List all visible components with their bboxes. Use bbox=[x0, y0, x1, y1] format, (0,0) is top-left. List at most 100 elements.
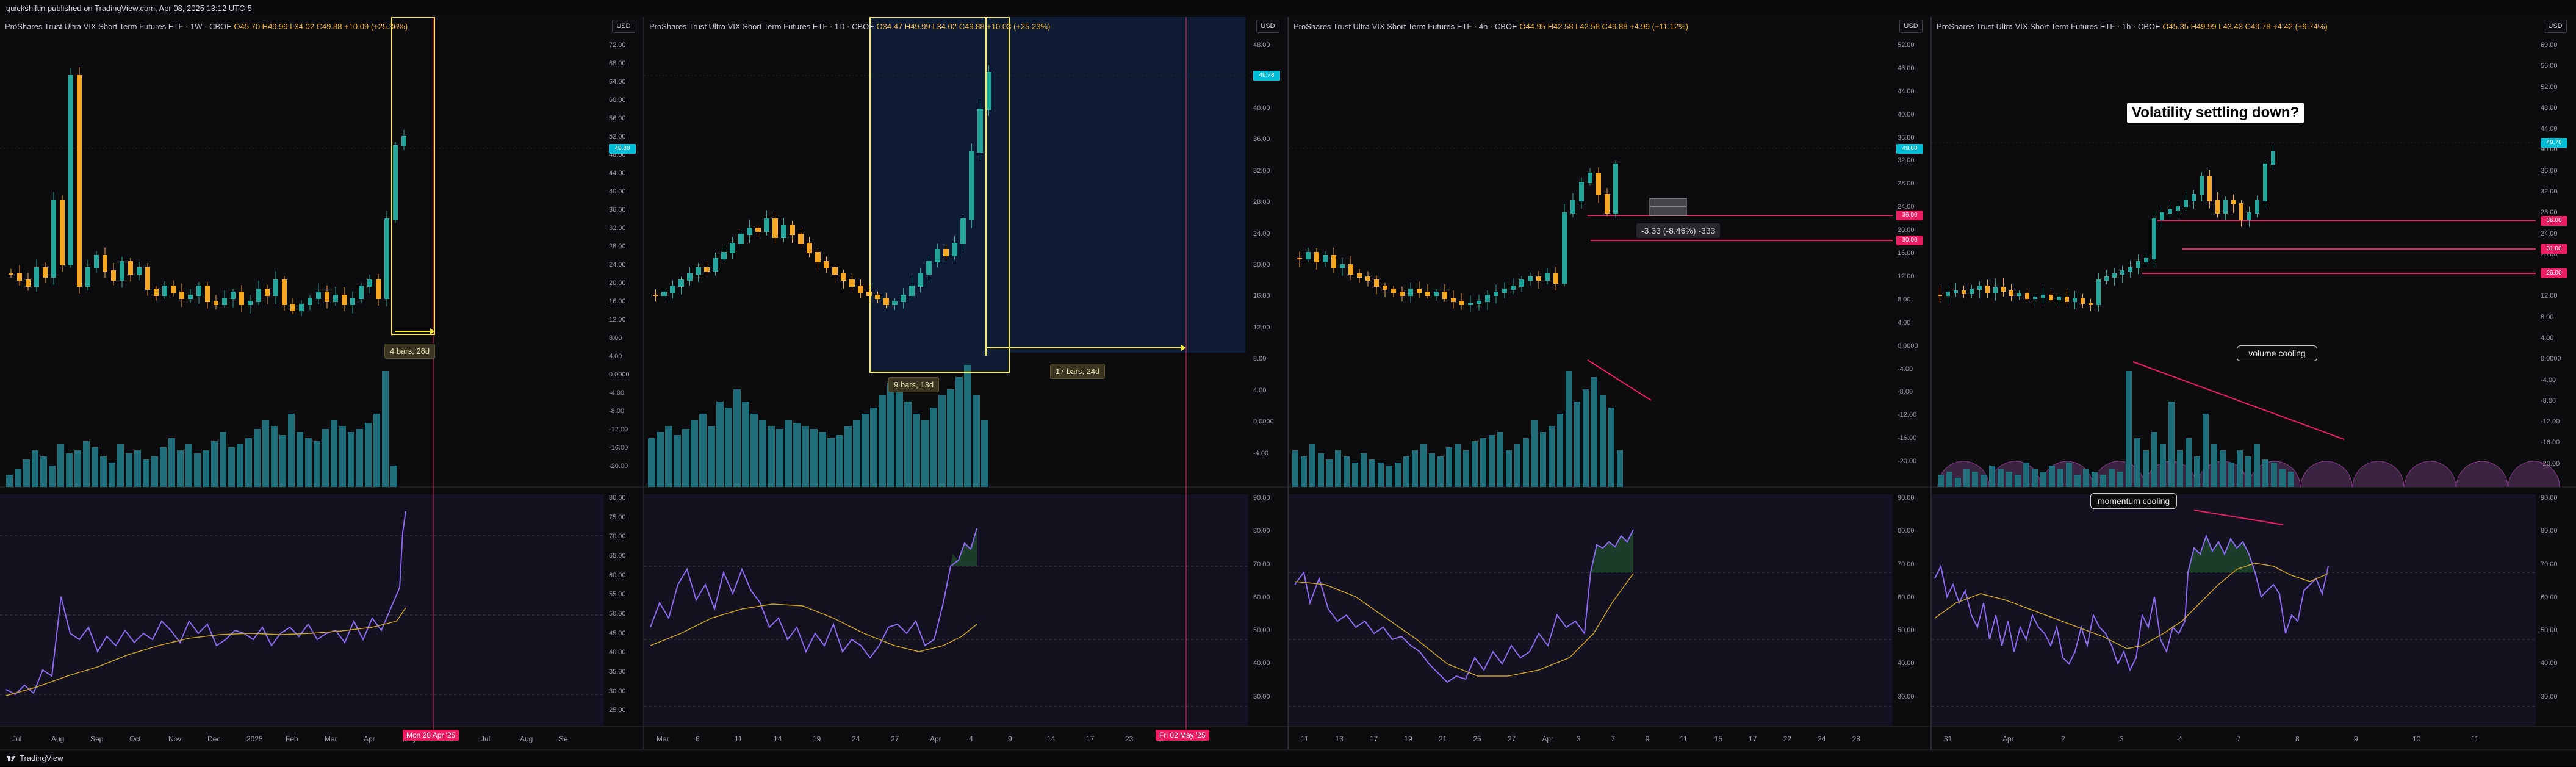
currency-button-1w[interactable]: USD bbox=[612, 20, 635, 33]
candle-body bbox=[2255, 200, 2259, 214]
time-axis-tick: 10 bbox=[2412, 735, 2421, 743]
price-scale-4h[interactable]: 52.00 48.00 44.00 40.00 36.00 32.00 28.00 24.00… bbox=[1894, 41, 1930, 481]
volume-bar bbox=[331, 420, 337, 487]
time-scale-1w[interactable]: JulAugSepOctNovDec2025FebMarAprMayJunJul… bbox=[0, 730, 604, 748]
candle-body bbox=[670, 286, 675, 293]
chart-panel-1w[interactable]: ProShares Trust Ultra VIX Short Term Fut… bbox=[0, 17, 644, 749]
candle-body bbox=[1970, 289, 1974, 294]
time-axis-tick: Jul bbox=[481, 735, 491, 743]
volume-bar bbox=[2262, 459, 2268, 487]
volume-bar bbox=[810, 429, 818, 487]
price-axis-tick: 56.00 bbox=[609, 115, 626, 122]
volume-bar bbox=[2271, 463, 2277, 487]
chart-canvas-1w[interactable] bbox=[0, 17, 644, 749]
candle-body bbox=[2104, 276, 2109, 281]
footer-bar: TradingView bbox=[0, 749, 2576, 766]
volume-bar bbox=[879, 395, 886, 487]
volume-bar bbox=[1335, 450, 1341, 487]
volume-bar bbox=[279, 435, 286, 487]
time-axis-tick: Jul bbox=[12, 735, 22, 743]
volume-bar bbox=[2109, 469, 2115, 487]
legend-1h: ProShares Trust Ultra VIX Short Term Fut… bbox=[1937, 22, 2328, 31]
volume-bar bbox=[6, 475, 13, 487]
candle-body bbox=[2271, 151, 2275, 165]
volume-bar bbox=[2143, 450, 2149, 487]
price-axis-tick: 12.00 bbox=[1898, 272, 1915, 280]
candle-body bbox=[1365, 276, 1370, 281]
candle-body bbox=[841, 273, 846, 281]
time-axis-tick: Oct bbox=[129, 735, 141, 743]
price-axis-tick: -20.00 bbox=[2541, 459, 2560, 467]
price-scale-1d[interactable]: 48.0044.0040.0036.0032.0028.0024.0020.00… bbox=[1250, 41, 1286, 481]
candle-body bbox=[2073, 298, 2077, 302]
price-axis-tick: -8.00 bbox=[609, 408, 625, 415]
price-axis-tick: 24.00 bbox=[1898, 203, 1915, 211]
candle-body bbox=[2152, 218, 2156, 259]
rsi-scale-1w[interactable]: 80.00 75.00 70.00 65.00 60.00 55.00 50.00 45.00… bbox=[605, 494, 642, 726]
time-axis-tick: 31 bbox=[1944, 735, 1952, 743]
candle-body bbox=[1306, 252, 1311, 259]
volume-bar bbox=[314, 441, 320, 487]
candle-body bbox=[2176, 206, 2180, 211]
chart-canvas-4h[interactable] bbox=[1289, 17, 1932, 749]
volume-bar bbox=[1989, 466, 1995, 487]
currency-button-4h[interactable]: USD bbox=[1899, 20, 1923, 33]
candle-body bbox=[2239, 203, 2243, 220]
price-axis-tick: -12.00 bbox=[609, 426, 628, 433]
candle-body bbox=[2025, 293, 2029, 299]
footer-brand: TradingView bbox=[20, 754, 63, 763]
candle-body bbox=[350, 298, 355, 305]
volume-bar bbox=[1455, 444, 1461, 487]
time-scale-1d[interactable]: Mar61114192427Apr49141723286 bbox=[644, 730, 1248, 748]
time-scale-1h[interactable]: 31 Apr 2 3 4 7 8 9 10 11 bbox=[1932, 730, 2536, 748]
volume-bar bbox=[1301, 456, 1307, 487]
price-axis-tick: 8.00 bbox=[2541, 313, 2554, 321]
date-range-label-1d-b: 17 bars, 24d bbox=[1050, 364, 1106, 379]
rsi-line-4h bbox=[1294, 529, 1634, 683]
candle-body bbox=[316, 292, 321, 299]
candle-body bbox=[1946, 292, 1950, 296]
price-scale-1w[interactable]: 72.00 68.00 64.00 60.00 56.00 52.00 48.00 44.00… bbox=[605, 41, 642, 481]
candle-body bbox=[1596, 173, 1601, 195]
level-label-4h-b: 30.00 bbox=[1896, 236, 1923, 245]
chart-canvas-1d[interactable] bbox=[644, 17, 1289, 749]
chart-panel-1d[interactable]: ProShares Trust Ultra VIX Short Term Fut… bbox=[644, 17, 1289, 749]
volume-bar bbox=[390, 466, 397, 487]
rsi-scale-1h[interactable]: 90.00 80.00 70.00 60.00 50.00 40.00 30.00 bbox=[2537, 494, 2574, 726]
candle-body bbox=[162, 286, 167, 296]
price-axis-tick: 52.00 bbox=[2541, 83, 2558, 91]
volume-bar bbox=[2203, 414, 2209, 487]
price-axis-tick: 12.00 bbox=[2541, 292, 2558, 300]
rsi-scale-1d[interactable]: 90.00 80.00 70.00 60.00 50.00 40.00 30.00 bbox=[1250, 494, 1286, 726]
candle-body bbox=[1977, 286, 1982, 290]
volume-bar bbox=[648, 438, 655, 487]
chart-panel-4h[interactable]: ProShares Trust Ultra VIX Short Term Fut… bbox=[1289, 17, 1932, 749]
date-range-label-1d-a: 9 bars, 13d bbox=[888, 377, 940, 392]
currency-button-1h[interactable]: USD bbox=[2544, 20, 2567, 33]
symbol-title-1d: ProShares Trust Ultra VIX Short Term Fut… bbox=[649, 22, 874, 31]
time-axis-tick: 11 bbox=[2471, 735, 2479, 743]
time-axis-tick: 7 bbox=[1611, 735, 1615, 743]
volume-bar bbox=[40, 456, 47, 487]
candle-body bbox=[1536, 276, 1541, 281]
rsi-scale-4h[interactable]: 90.00 80.00 70.00 60.00 50.00 40.00 30.00 bbox=[1894, 494, 1930, 726]
volume-bar bbox=[862, 414, 869, 487]
volume-bar bbox=[382, 371, 389, 487]
volume-bar bbox=[1981, 475, 1987, 487]
price-axis-tick: 40.00 bbox=[1898, 110, 1915, 118]
chart-panel-1h[interactable]: ProShares Trust Ultra VIX Short Term Fut… bbox=[1932, 17, 2576, 749]
time-axis-tick: Apr bbox=[1542, 735, 1553, 743]
price-axis-tick: 4.00 bbox=[609, 353, 622, 360]
time-axis-tick: 6 bbox=[696, 735, 700, 743]
volume-bar bbox=[356, 429, 363, 487]
price-scale-1h[interactable]: 60.00 56.00 52.00 48.00 44.00 40.00 36.00 32.00… bbox=[2537, 41, 2574, 481]
volume-bars-1d bbox=[648, 365, 988, 487]
candle-body bbox=[798, 234, 804, 244]
volume-bar bbox=[194, 453, 201, 487]
time-scale-4h[interactable]: 11 13 17 19 21 25 27 Apr 3 7 9 11 15 17 22 24 28 bbox=[1289, 730, 1893, 748]
volume-bar bbox=[1998, 469, 2004, 487]
volume-bar bbox=[32, 450, 38, 487]
price-axis-tick: 28.00 bbox=[609, 243, 626, 250]
chart-canvas-1h[interactable] bbox=[1932, 17, 2576, 749]
currency-button-1d[interactable]: USD bbox=[1256, 20, 1279, 33]
